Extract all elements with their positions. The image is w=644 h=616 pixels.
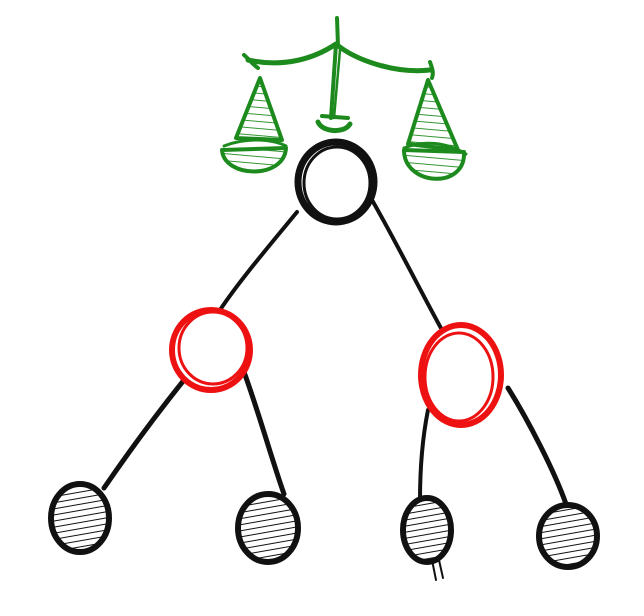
nil-leaf-4 xyxy=(536,502,600,570)
edge-right-leaf3 xyxy=(418,408,430,502)
tree-edges xyxy=(101,198,569,507)
right-red-node xyxy=(418,322,504,428)
nil-leaf-1 xyxy=(48,481,112,555)
edge-root-left xyxy=(218,210,299,312)
edge-left-leaf1 xyxy=(101,377,187,491)
left-scale-pan xyxy=(220,76,288,174)
balance-scale-icon xyxy=(220,16,468,181)
root-node xyxy=(294,138,378,226)
nil-leaf-3 xyxy=(400,495,454,581)
left-red-node xyxy=(169,307,253,393)
edge-left-leaf2 xyxy=(241,369,287,497)
nil-leaf-2 xyxy=(235,491,301,565)
edge-root-right xyxy=(370,198,444,332)
right-scale-pan xyxy=(402,78,468,181)
edge-right-leaf4 xyxy=(505,385,569,507)
